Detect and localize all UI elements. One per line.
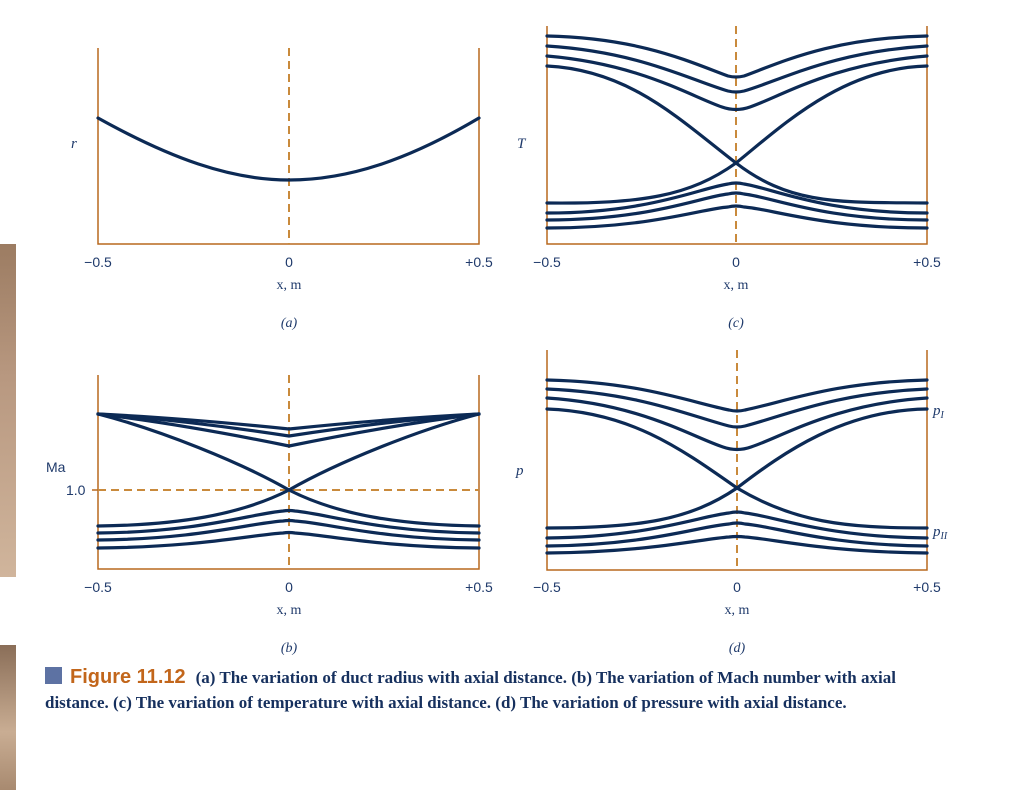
axes-frame [97,375,480,570]
x-tick: 0 [733,579,741,595]
y-axis-label: Ma [46,459,66,475]
x-tick: 0 [285,579,293,595]
panel-label: (d) [729,641,746,656]
pressure-curve [545,378,929,413]
x-tick: −0.5 [533,254,561,270]
y-axis-label: p [515,463,524,479]
y-tick: 1.0 [66,482,86,498]
temperature-curve [545,44,929,94]
panel-b-mach-chart: Ma 1.0 −0.5 0 +0.5 x, m (b) [46,375,493,656]
x-tick: +0.5 [465,254,493,270]
axes-frame [546,26,928,245]
mach-curve [96,518,481,542]
square-bullet-icon [45,667,62,684]
mach-critical-curve [96,412,481,528]
panel-label: (c) [728,316,744,331]
x-tick: +0.5 [913,579,941,595]
caption-text: (a) The variation of duct radius with ax… [45,668,896,712]
x-tick: 0 [285,254,293,270]
x-axis-label: x, m [724,278,749,293]
x-axis-label: x, m [725,603,750,618]
figure-11-12: r −0.5 0 +0.5 x, m (a) T −0.5 0 +0.5 x, … [46,26,948,656]
x-tick: +0.5 [913,254,941,270]
temperature-critical-curve [545,64,929,205]
panel-d-pressure-chart: p pI pII −0.5 0 +0.5 x, m (d) [515,350,948,656]
temperature-curve [545,204,929,230]
figure-caption: Figure 11.12 (a) The variation of duct ra… [45,665,945,715]
pressure-curve [545,396,929,452]
mach-curve [96,508,481,535]
panel-label: (a) [281,316,298,331]
y-axis-label: T [517,136,527,152]
pressure-curve [545,534,929,555]
x-tick: −0.5 [84,579,112,595]
page-margin-photo [0,645,16,790]
panel-a-radius-chart: r −0.5 0 +0.5 x, m (a) [71,48,493,331]
panel-c-temperature-chart: T −0.5 0 +0.5 x, m (c) [517,26,941,331]
temperature-curve [545,34,929,79]
p-one-annotation: pI [932,403,945,421]
x-tick: +0.5 [465,579,493,595]
pressure-curve [545,521,929,548]
x-axis-label: x, m [277,603,302,618]
x-tick: −0.5 [533,579,561,595]
x-tick: −0.5 [84,254,112,270]
mach-curve [96,412,481,431]
temperature-curve [545,181,929,215]
radius-curve [96,116,481,182]
page-margin-photo [0,244,16,577]
pressure-curve [545,510,929,540]
pressure-critical-curve [545,407,929,530]
mach-curve [96,530,481,550]
p-two-annotation: pII [932,524,948,542]
x-tick: 0 [732,254,740,270]
y-axis-label: r [71,136,77,152]
x-axis-label: x, m [277,278,302,293]
mach-curve [96,412,481,438]
temperature-curve [545,191,929,222]
pressure-curve [545,387,929,429]
figure-number: Figure 11.12 [70,666,186,688]
temperature-curve [545,54,929,112]
mach-curve [96,412,481,448]
panel-label: (b) [281,641,298,656]
axes-frame [546,350,928,571]
